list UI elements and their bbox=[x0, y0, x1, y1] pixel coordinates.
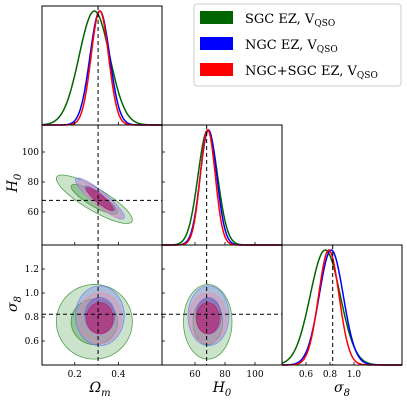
posterior-curve-sigma8-series-2 bbox=[282, 249, 402, 366]
panel-frame-sigma8-sigma8 bbox=[281, 244, 403, 366]
tick-label-sigma8-row: 1.0 bbox=[25, 289, 40, 299]
contour-1sigma-omega_m-sigma8-series-2 bbox=[86, 302, 114, 335]
tick-label-h0-row: 80 bbox=[28, 178, 40, 188]
posterior-curve-sigma8-series-1 bbox=[282, 249, 402, 366]
x-axis-label-omega-m: Ωm bbox=[88, 380, 110, 399]
tick-label-h0: 80 bbox=[219, 370, 231, 380]
posterior-curve-h0-series-2 bbox=[162, 129, 282, 246]
legend-label-combined: NGC+SGC EZ, VQSO bbox=[245, 64, 378, 81]
tick-label-sigma8-row: 0.8 bbox=[25, 313, 40, 323]
legend-label-sgc: SGC EZ, VQSO bbox=[245, 12, 335, 29]
tick-label-h0: 60 bbox=[189, 370, 201, 380]
legend-label-ngc: NGC EZ, VQSO bbox=[245, 38, 338, 55]
x-axis-label-sigma8: σ8 bbox=[334, 380, 350, 399]
tick-label-sigma8: 0.6 bbox=[299, 370, 314, 380]
legend: SGC EZ, VQSO NGC EZ, VQSO NGC+SGC EZ, VQ… bbox=[193, 3, 402, 87]
posterior-curve-sigma8-series-0 bbox=[281, 249, 402, 366]
tick-label-h0-row: 60 bbox=[28, 208, 40, 218]
tick-label-sigma8: 1.0 bbox=[347, 370, 362, 380]
tick-label-omega-m: 0.4 bbox=[111, 370, 126, 380]
legend-frame bbox=[193, 3, 402, 87]
tick-label-omega-m: 0.2 bbox=[68, 370, 82, 380]
tick-label-h0: 100 bbox=[246, 370, 263, 380]
y-axis-label-sigma8: σ8 bbox=[5, 296, 24, 312]
legend-swatch-ngc bbox=[200, 37, 233, 50]
posterior-curve-omega_m-series-1 bbox=[42, 10, 162, 126]
tick-label-sigma8-row: 1.2 bbox=[25, 265, 39, 275]
tick-label-h0-row: 100 bbox=[22, 148, 39, 158]
contour-layer bbox=[55, 174, 233, 360]
tick-label-sigma8: 0.8 bbox=[323, 370, 338, 380]
tick-label-sigma8-row: 0.6 bbox=[25, 337, 40, 347]
panel-frames bbox=[41, 5, 403, 366]
legend-swatch-sgc bbox=[200, 11, 233, 24]
y-axis-label-h0: H0 bbox=[5, 173, 24, 193]
contour-1sigma-h0-sigma8-series-2 bbox=[195, 302, 220, 335]
tick-label-layer: 0.2 0.4 60 80 100 0.6 0.8 1.0 60 80 100 0.6 0.8 1.0 1.… bbox=[22, 148, 362, 380]
posterior-curve-omega_m-series-2 bbox=[42, 10, 162, 126]
x-axis-label-h0: H0 bbox=[212, 380, 232, 399]
legend-swatch-combined bbox=[200, 63, 233, 76]
posterior-curve-omega_m-series-0 bbox=[41, 10, 162, 126]
